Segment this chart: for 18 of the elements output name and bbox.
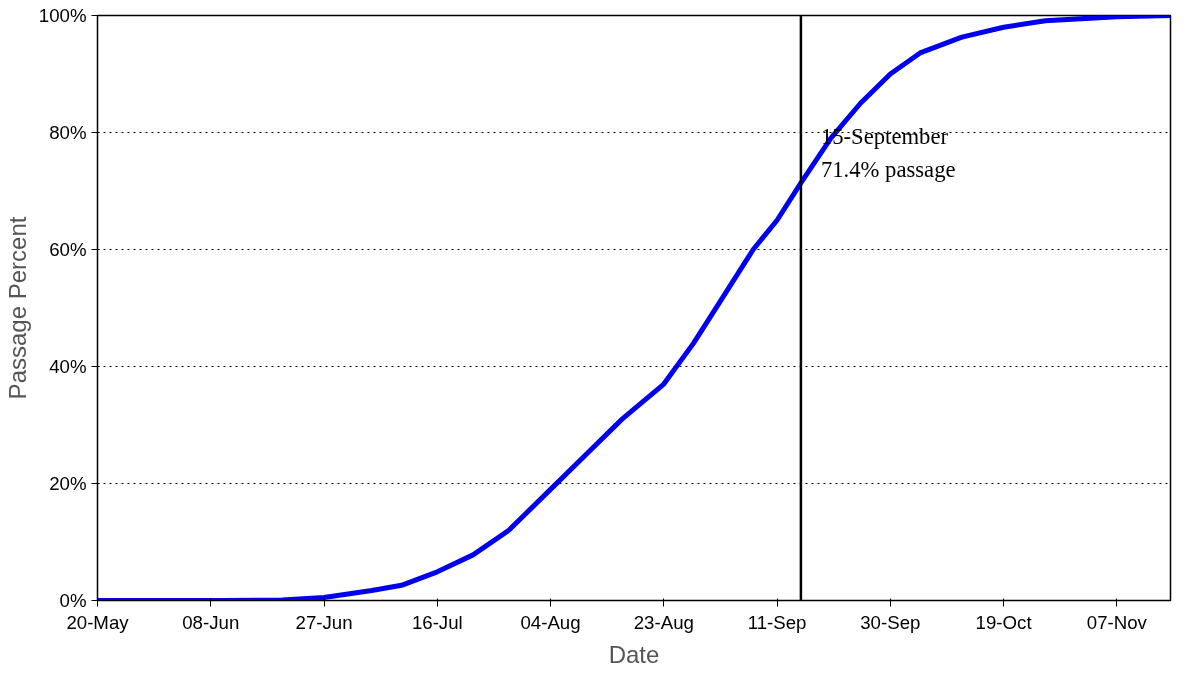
x-axis-title: Date	[608, 640, 660, 668]
y-tick-label: 100%	[38, 5, 87, 26]
x-tick-label: 08-Jun	[182, 611, 240, 633]
y-tick-label: 20%	[49, 473, 87, 494]
y-tick-label: 80%	[49, 122, 87, 143]
x-tick-label: 04-Aug	[520, 611, 581, 633]
y-axis-title: Passage Percent	[3, 216, 31, 400]
x-tick-label: 16-Jul	[411, 611, 463, 633]
x-tick-label: 27-Jun	[295, 611, 353, 633]
y-tick-label: 60%	[49, 239, 87, 260]
x-tick-label: 30-Sep	[860, 611, 921, 633]
x-tick-label: 20-May	[66, 611, 130, 633]
x-tick-label: 07-Nov	[1086, 611, 1148, 633]
x-tick-label: 19-Oct	[975, 611, 1033, 633]
x-tick-label: 11-Sep	[747, 611, 807, 633]
y-tick-label: 0%	[59, 590, 87, 611]
y-tick-label: 40%	[49, 356, 87, 377]
x-tick-label: 23-Aug	[633, 611, 694, 633]
